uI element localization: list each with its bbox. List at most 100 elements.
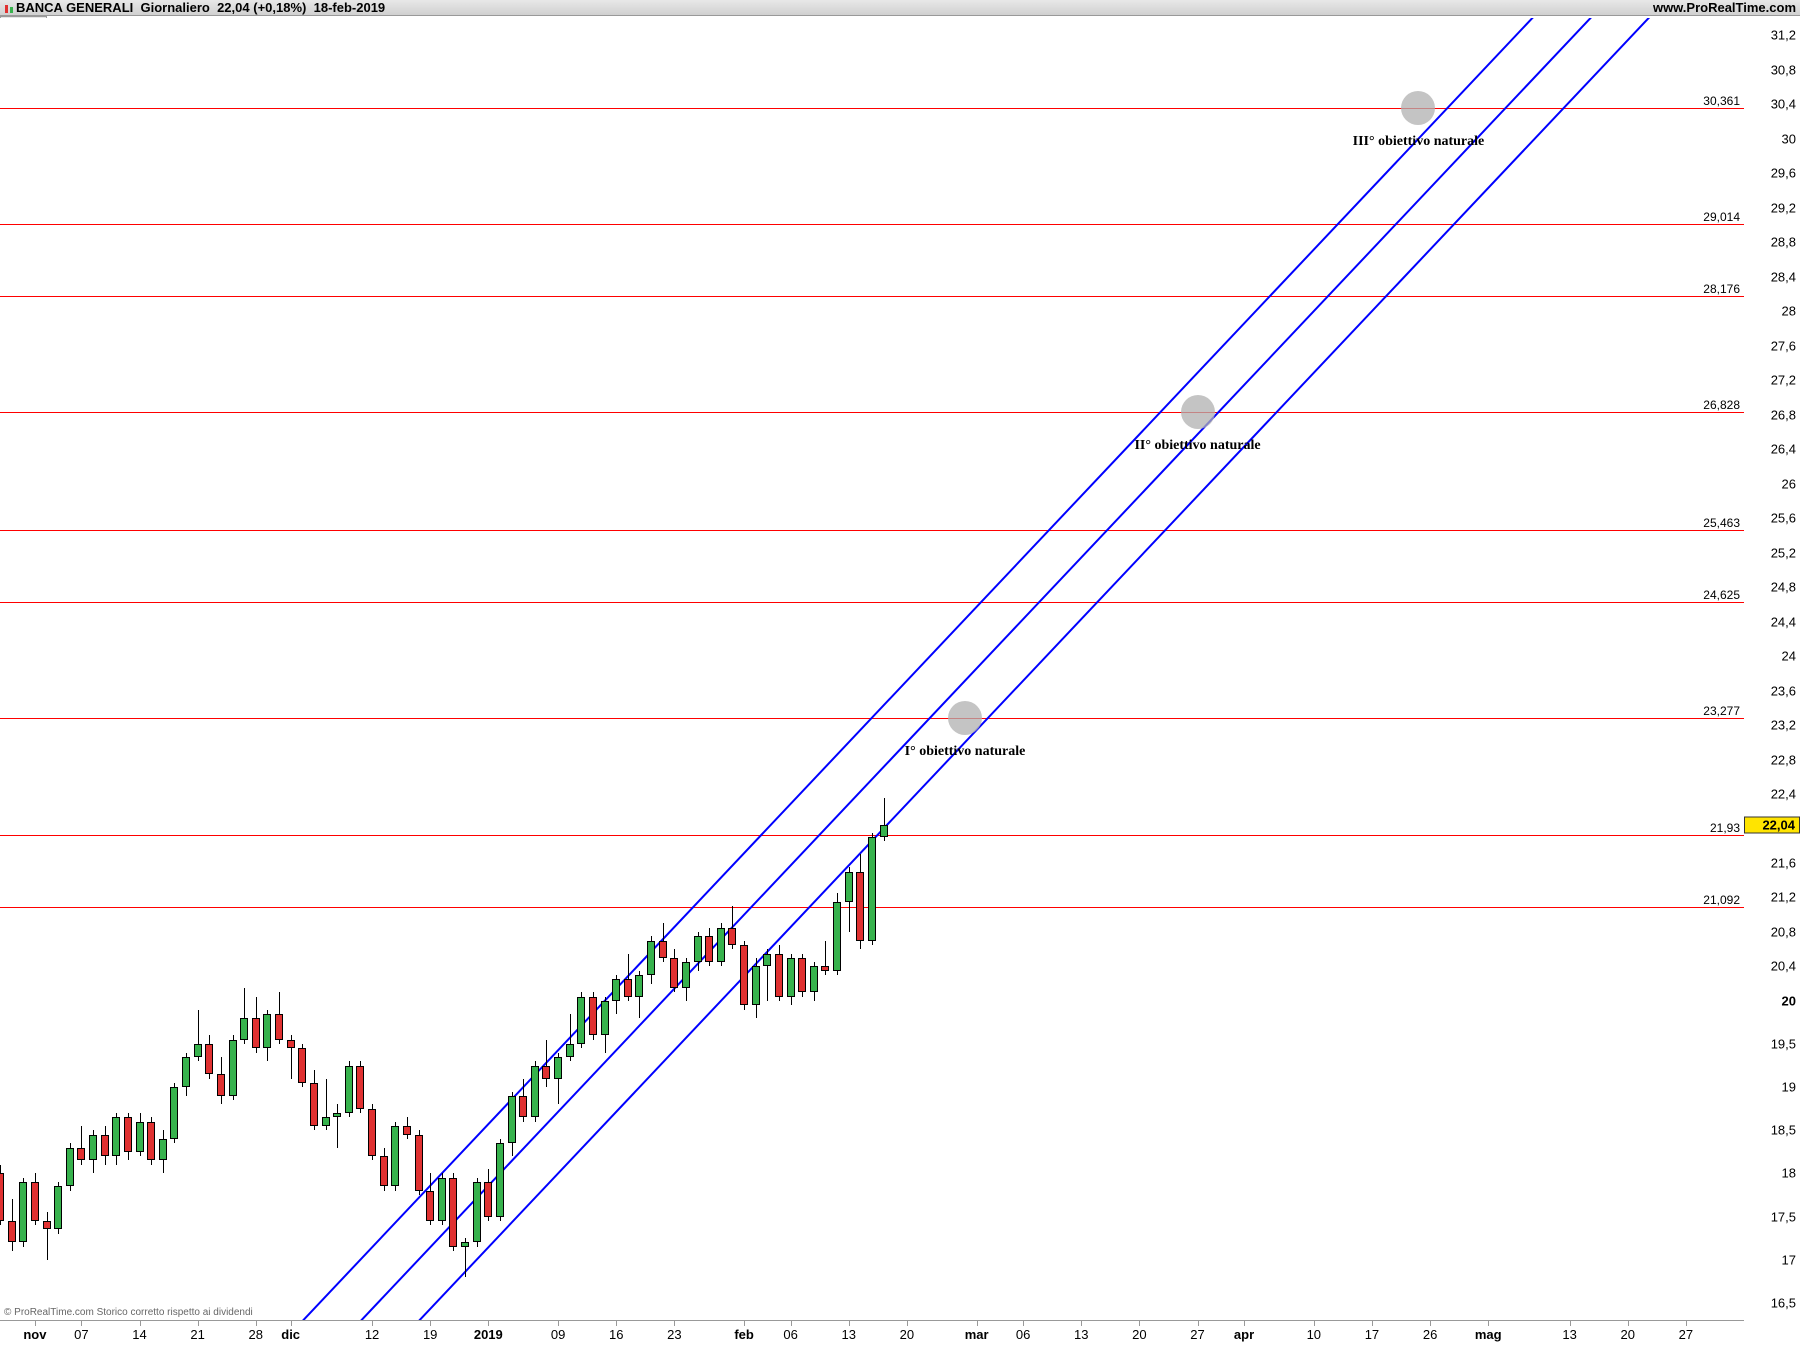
x-tick-label: 14 bbox=[132, 1327, 146, 1342]
candle-body bbox=[194, 1044, 202, 1057]
y-tick-label: 19,5 bbox=[1771, 1037, 1796, 1052]
candle-body bbox=[787, 958, 795, 997]
candle-body bbox=[31, 1182, 39, 1221]
y-tick-label: 22,4 bbox=[1771, 787, 1796, 802]
plot-region[interactable]: 21,09221,9323,27724,62525,46326,82828,17… bbox=[0, 18, 1744, 1320]
candle-body bbox=[484, 1182, 492, 1216]
x-tick-label: 09 bbox=[551, 1327, 565, 1342]
candle-wick bbox=[47, 1212, 48, 1259]
y-tick-label: 30,8 bbox=[1771, 62, 1796, 77]
y-tick-label: 29,2 bbox=[1771, 200, 1796, 215]
candle-body bbox=[635, 975, 643, 997]
candle-body bbox=[112, 1117, 120, 1156]
candle-body bbox=[601, 1001, 609, 1035]
candle-body bbox=[461, 1242, 469, 1246]
candle-body bbox=[182, 1057, 190, 1087]
candle-body bbox=[775, 954, 783, 997]
x-tick-label: nov bbox=[23, 1327, 46, 1342]
y-tick-label: 20,4 bbox=[1771, 959, 1796, 974]
y-tick-label: 25,2 bbox=[1771, 545, 1796, 560]
candle-body bbox=[77, 1148, 85, 1161]
candle-body bbox=[682, 962, 690, 988]
candle-body bbox=[345, 1066, 353, 1113]
candle-body bbox=[298, 1048, 306, 1082]
x-tick-label: feb bbox=[734, 1327, 754, 1342]
candle-body bbox=[54, 1186, 62, 1229]
candle-body bbox=[322, 1117, 330, 1126]
candle-body bbox=[589, 997, 597, 1036]
candle-body bbox=[391, 1126, 399, 1186]
candle-body bbox=[19, 1182, 27, 1242]
y-tick-label: 22,04 bbox=[1744, 817, 1800, 834]
candle-body bbox=[8, 1221, 16, 1243]
x-tick-label: 06 bbox=[783, 1327, 797, 1342]
candle-body bbox=[170, 1087, 178, 1139]
candle-body bbox=[287, 1040, 295, 1049]
x-tick-label: mag bbox=[1475, 1327, 1502, 1342]
y-tick-label: 24 bbox=[1782, 649, 1796, 664]
candle-body bbox=[705, 936, 713, 962]
candle-body bbox=[229, 1040, 237, 1096]
chart-header: BANCA GENERALI Giornaliero 22,04 (+0,18%… bbox=[0, 0, 1800, 16]
candle-body bbox=[403, 1126, 411, 1135]
target-marker bbox=[948, 701, 982, 735]
x-tick-label: 28 bbox=[249, 1327, 263, 1342]
symbol-name: BANCA GENERALI bbox=[16, 0, 133, 15]
candle-body bbox=[136, 1122, 144, 1152]
x-tick-label: 27 bbox=[1190, 1327, 1204, 1342]
timeframe: Giornaliero bbox=[140, 0, 209, 15]
y-tick-label: 24,4 bbox=[1771, 614, 1796, 629]
candle-body bbox=[752, 966, 760, 1005]
y-tick-label: 18,5 bbox=[1771, 1123, 1796, 1138]
candle-body bbox=[66, 1148, 74, 1187]
x-tick-label: 10 bbox=[1307, 1327, 1321, 1342]
candle-body bbox=[810, 966, 818, 992]
x-tick-label: 27 bbox=[1679, 1327, 1693, 1342]
x-tick-label: 21 bbox=[190, 1327, 204, 1342]
x-tick-label: 17 bbox=[1365, 1327, 1379, 1342]
candle-body bbox=[542, 1066, 550, 1079]
y-tick-label: 20 bbox=[1782, 993, 1796, 1008]
last-price: 22,04 bbox=[217, 0, 250, 15]
candle-body bbox=[356, 1066, 364, 1109]
candle-body bbox=[659, 941, 667, 958]
x-tick-label: 23 bbox=[667, 1327, 681, 1342]
target-marker bbox=[1181, 395, 1215, 429]
y-tick-label: 27,6 bbox=[1771, 338, 1796, 353]
chart-date: 18-feb-2019 bbox=[314, 0, 386, 15]
y-tick-label: 29,6 bbox=[1771, 166, 1796, 181]
x-tick-label: 2019 bbox=[474, 1327, 503, 1342]
y-tick-label: 28,8 bbox=[1771, 235, 1796, 250]
y-tick-label: 31,2 bbox=[1771, 28, 1796, 43]
y-tick-label: 30,4 bbox=[1771, 97, 1796, 112]
candle-body bbox=[880, 825, 888, 837]
chart-area[interactable]: 21,09221,9323,27724,62525,46326,82828,17… bbox=[0, 18, 1800, 1350]
y-tick-label: 23,2 bbox=[1771, 718, 1796, 733]
candle-body bbox=[566, 1044, 574, 1057]
x-tick-label: 16 bbox=[609, 1327, 623, 1342]
x-tick-label: 12 bbox=[365, 1327, 379, 1342]
y-tick-label: 19 bbox=[1782, 1080, 1796, 1095]
y-tick-label: 22,8 bbox=[1771, 752, 1796, 767]
x-tick-label: apr bbox=[1234, 1327, 1254, 1342]
y-tick-label: 28,4 bbox=[1771, 269, 1796, 284]
target-label: I° obiettivo naturale bbox=[905, 744, 1026, 760]
x-tick-label: 20 bbox=[1620, 1327, 1634, 1342]
x-tick-label: 20 bbox=[1132, 1327, 1146, 1342]
x-tick-label: 26 bbox=[1423, 1327, 1437, 1342]
price-change: (+0,18%) bbox=[253, 0, 306, 15]
candle-body bbox=[438, 1178, 446, 1221]
candle-body bbox=[740, 945, 748, 1005]
trendline-group bbox=[0, 18, 1744, 1320]
candle-body bbox=[647, 941, 655, 975]
y-tick-label: 17,5 bbox=[1771, 1209, 1796, 1224]
candle-body bbox=[833, 902, 841, 971]
y-tick-label: 21,6 bbox=[1771, 856, 1796, 871]
y-tick-label: 21,2 bbox=[1771, 890, 1796, 905]
candle-body bbox=[275, 1014, 283, 1040]
candle-body bbox=[763, 954, 771, 967]
candle-body bbox=[554, 1057, 562, 1079]
y-tick-label: 28 bbox=[1782, 304, 1796, 319]
x-tick-label: dic bbox=[281, 1327, 300, 1342]
x-tick-label: 13 bbox=[1074, 1327, 1088, 1342]
